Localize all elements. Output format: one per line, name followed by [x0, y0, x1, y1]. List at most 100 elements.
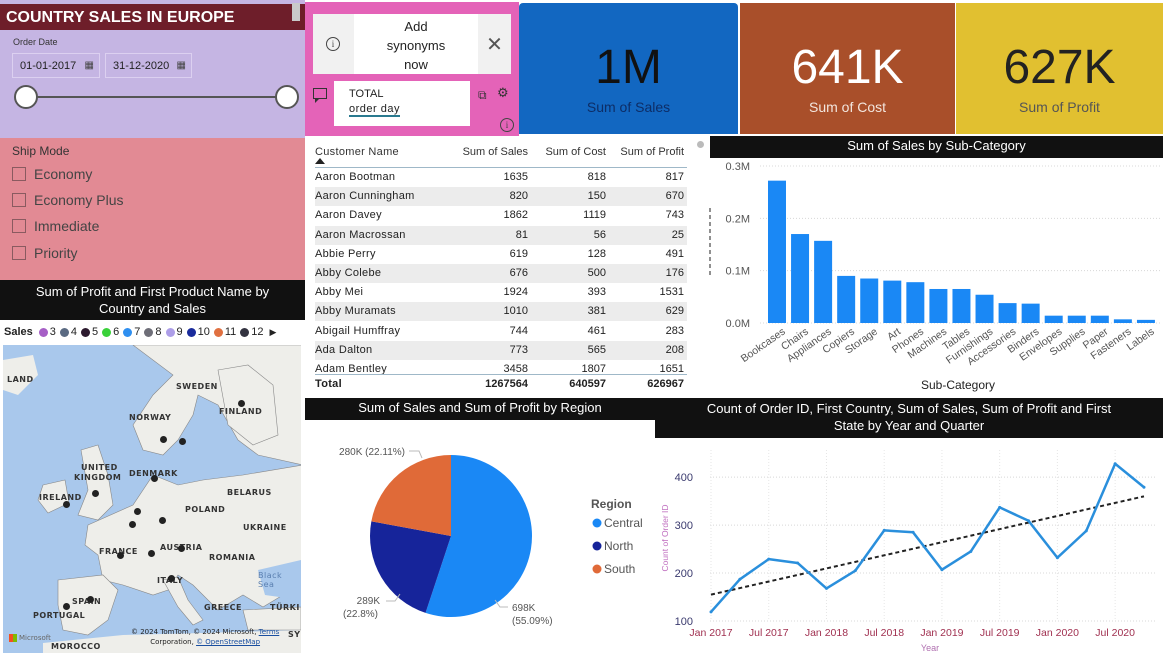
table-row[interactable]: Aaron Macrossan 81 56 25	[315, 225, 687, 245]
table-row[interactable]: Abbie Perry 619 128 491	[315, 245, 687, 264]
ship-mode-option-priority[interactable]: Priority	[12, 243, 78, 263]
pie-legend-item[interactable]: North	[604, 539, 633, 553]
checkbox[interactable]	[12, 246, 26, 260]
legend-item[interactable]: 6	[102, 326, 119, 338]
map-data-point[interactable]	[159, 517, 166, 524]
column-header-sum-of-cost[interactable]: Sum of Cost	[545, 146, 606, 158]
line-data-point[interactable]	[738, 577, 742, 581]
bar-furnishings[interactable]	[975, 294, 994, 323]
column-header-sum-of-sales[interactable]: Sum of Sales	[462, 146, 528, 158]
europe-map[interactable]: LAND SWEDEN FINLAND NORWAY DENMARK UNITE…	[3, 345, 301, 653]
info-icon[interactable]: i	[500, 118, 514, 132]
line-data-point[interactable]	[940, 568, 944, 572]
column-header-sum-of-profit[interactable]: Sum of Profit	[620, 146, 684, 158]
table-row[interactable]: Ada Dalton 773 565 208	[315, 340, 687, 360]
line-data-point[interactable]	[998, 505, 1002, 509]
ship-mode-option-economy[interactable]: Economy	[12, 164, 92, 184]
legend-next-arrow[interactable]: ▶	[269, 326, 277, 337]
line-data-point[interactable]	[1084, 529, 1088, 533]
map-data-point[interactable]	[63, 501, 70, 508]
table-row[interactable]: Aaron Cunningham 820 150 670	[315, 187, 687, 207]
share-icon[interactable]: ⧉	[478, 88, 487, 102]
series-line-count-of-order-id[interactable]	[710, 462, 1145, 613]
checkbox[interactable]	[12, 219, 26, 233]
line-data-point[interactable]	[709, 610, 713, 614]
line-data-point[interactable]	[911, 530, 915, 534]
table-row[interactable]: Abby Muramats 1010 381 629	[315, 302, 687, 322]
start-date-input[interactable]: 01-01-2017 ▦	[12, 53, 100, 78]
map-data-point[interactable]	[151, 475, 158, 482]
bar-art[interactable]	[883, 280, 902, 323]
ship-mode-option-economy-plus[interactable]: Economy Plus	[12, 190, 123, 210]
column-header-customer-name[interactable]: Customer Name	[315, 146, 399, 158]
map-data-point[interactable]	[168, 575, 175, 582]
line-data-point[interactable]	[767, 557, 771, 561]
legend-item[interactable]: 3	[38, 326, 56, 338]
map-data-point[interactable]	[238, 400, 245, 407]
info-button[interactable]: i	[313, 14, 353, 74]
bar-binders[interactable]	[1021, 303, 1040, 323]
map-data-point[interactable]	[117, 552, 124, 559]
table-row[interactable]: Aaron Bootman 1635 818 817	[315, 168, 687, 187]
scrollbar[interactable]	[697, 141, 704, 148]
legend-item[interactable]: 5	[81, 326, 98, 338]
map-data-point[interactable]	[148, 550, 155, 557]
bar-labels[interactable]	[1136, 319, 1155, 323]
map-data-point[interactable]	[129, 521, 136, 528]
calendar-icon[interactable]: ▦	[176, 60, 186, 71]
legend-item[interactable]: 4	[59, 326, 77, 338]
bar-phones[interactable]	[906, 282, 925, 323]
legend-item[interactable]: 9	[165, 326, 183, 338]
line-data-point[interactable]	[1113, 462, 1117, 466]
scrollbar[interactable]	[292, 3, 300, 21]
ship-mode-option-immediate[interactable]: Immediate	[12, 216, 99, 236]
bar-copiers[interactable]	[837, 275, 856, 323]
date-range-slider-track[interactable]	[28, 96, 286, 98]
checkbox[interactable]	[12, 167, 26, 181]
slider-start-handle[interactable]	[14, 85, 38, 109]
pie-legend-item[interactable]: South	[604, 562, 635, 576]
openstreetmap-link[interactable]: © OpenStreetMap	[196, 638, 261, 646]
table-row[interactable]: Abigail Humffray 744 461 283	[315, 322, 687, 341]
legend-item[interactable]: 7	[123, 326, 140, 338]
table-row[interactable]: Abby Colebe 676 500 176	[315, 264, 687, 283]
table-row[interactable]: Adam Bentley 3458 1807 1651	[315, 360, 687, 379]
slider-end-handle[interactable]	[275, 85, 299, 109]
legend-item[interactable]: 11	[213, 326, 236, 338]
bar-chairs[interactable]	[791, 234, 810, 323]
line-data-point[interactable]	[853, 569, 857, 573]
line-data-point[interactable]	[969, 549, 973, 553]
bar-fasteners[interactable]	[1113, 319, 1132, 323]
line-data-point[interactable]	[882, 528, 886, 532]
qa-question-input[interactable]: TOTAL order day	[334, 81, 470, 126]
add-synonyms-button[interactable]: Add synonyms now	[354, 14, 478, 74]
line-data-point[interactable]	[1142, 485, 1146, 489]
pie-slice-north[interactable]	[370, 521, 451, 613]
pie-slice-central[interactable]	[425, 455, 532, 617]
pie-slice-south[interactable]	[371, 455, 451, 536]
line-data-point[interactable]	[824, 586, 828, 590]
bar-bookcases[interactable]	[768, 180, 786, 323]
bar-storage[interactable]	[860, 278, 879, 323]
end-date-input[interactable]: 31-12-2020 ▦	[105, 53, 192, 78]
bar-tables[interactable]	[952, 288, 971, 323]
map-data-point[interactable]	[179, 438, 186, 445]
chat-icon[interactable]	[313, 88, 327, 103]
checkbox[interactable]	[12, 193, 26, 207]
bar-accessories[interactable]	[998, 303, 1017, 323]
map-data-point[interactable]	[63, 603, 70, 610]
pie-legend-item[interactable]: Central	[604, 516, 643, 530]
bar-supplies[interactable]	[1067, 315, 1086, 323]
legend-item[interactable]: 10	[186, 326, 210, 338]
calendar-icon[interactable]: ▦	[84, 60, 94, 71]
legend-item[interactable]: 12	[240, 326, 264, 338]
line-data-point[interactable]	[796, 561, 800, 565]
line-data-point[interactable]	[1027, 519, 1031, 523]
map-data-point[interactable]	[134, 508, 141, 515]
table-row[interactable]: Abby Mei 1924 393 1531	[315, 283, 687, 302]
bar-appliances[interactable]	[814, 240, 833, 323]
table-row[interactable]: Aaron Davey 1862 1119 743	[315, 206, 687, 225]
map-data-point[interactable]	[160, 436, 167, 443]
close-icon[interactable]: ✕	[486, 32, 503, 56]
line-data-point[interactable]	[1055, 556, 1059, 560]
